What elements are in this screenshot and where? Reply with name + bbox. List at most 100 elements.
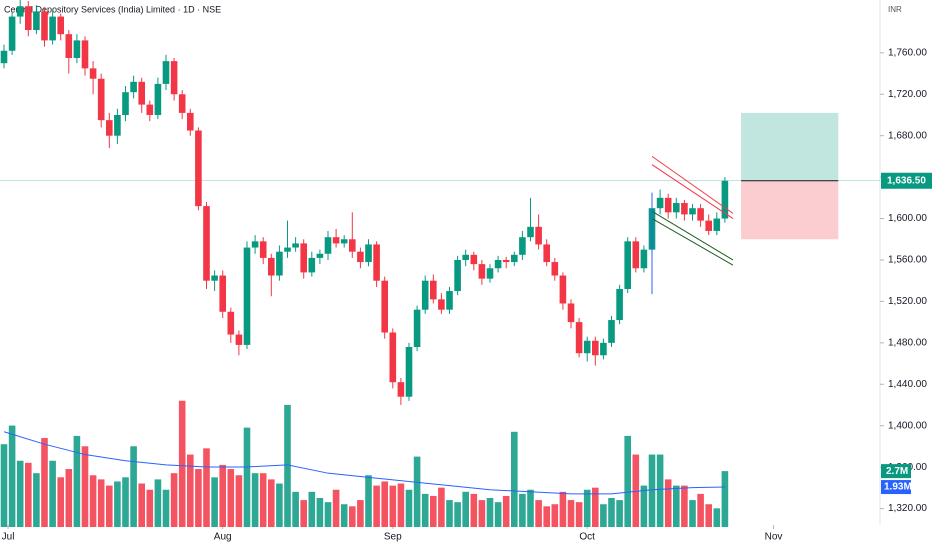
candle-body xyxy=(446,291,453,310)
volume-ma-label: 1.93M xyxy=(884,482,912,493)
x-tick-label: Aug xyxy=(214,532,232,543)
volume-bar xyxy=(203,448,210,527)
chart-title: Central Depository Services (India) Limi… xyxy=(4,4,221,14)
volume-bar xyxy=(162,489,170,527)
y-tick-label: 1,760.00 xyxy=(888,47,927,58)
x-tick-label: Sep xyxy=(384,532,402,543)
volume-bar xyxy=(640,485,648,527)
candle-body xyxy=(235,334,243,345)
candle-body xyxy=(405,346,413,397)
candle-body xyxy=(49,16,56,41)
volume-bar xyxy=(430,495,437,527)
candle-body xyxy=(130,81,137,93)
volume-bar xyxy=(211,477,218,527)
volume-bar xyxy=(178,400,186,527)
volume-bar xyxy=(138,483,145,527)
last-price-badge xyxy=(881,172,932,189)
volume-bar xyxy=(122,477,129,527)
volume-bar xyxy=(349,506,356,527)
candle-body xyxy=(106,120,113,136)
candle-body xyxy=(551,262,559,276)
candle-body xyxy=(276,251,283,276)
x-tick-label: Oct xyxy=(579,532,595,543)
candle-body xyxy=(57,16,64,35)
candle-body xyxy=(413,309,421,347)
candle-body xyxy=(713,218,721,231)
candle-body xyxy=(0,50,8,64)
candle-body xyxy=(154,83,162,115)
volume-bar xyxy=(559,491,567,527)
candle-body xyxy=(673,203,680,213)
y-tick-label: 1,560.00 xyxy=(888,255,927,266)
volume-bar xyxy=(65,469,73,527)
volume-bar xyxy=(470,493,478,527)
candle-body xyxy=(300,243,307,273)
volume-bar xyxy=(446,500,453,527)
candle-body xyxy=(616,288,623,321)
candle-body xyxy=(478,264,486,279)
volume-bar xyxy=(527,489,534,527)
candle-body xyxy=(559,275,567,304)
candle-body xyxy=(527,226,534,238)
candle-body xyxy=(195,130,202,207)
candle-body xyxy=(656,197,664,209)
volume-bar xyxy=(664,479,672,527)
y-tick-label: 1,520.00 xyxy=(888,296,927,307)
volume-bar xyxy=(689,500,696,527)
volume-bar xyxy=(567,500,575,527)
candle-body xyxy=(486,268,494,279)
candle-body xyxy=(438,299,445,310)
volume-bar xyxy=(49,460,56,527)
candle-body xyxy=(519,237,526,255)
candle-body xyxy=(421,280,429,310)
candle-body xyxy=(203,206,210,281)
candle-body xyxy=(243,247,251,345)
trend-line xyxy=(651,155,734,214)
volume-bar xyxy=(324,502,332,527)
candle-body xyxy=(543,244,550,263)
candle-body xyxy=(567,303,575,323)
candle-body xyxy=(357,251,364,263)
volume-bar xyxy=(219,464,226,527)
candle-body xyxy=(462,254,469,260)
volume-bar xyxy=(397,483,405,527)
y-tick-label: 1,400.00 xyxy=(888,420,927,431)
volume-bar xyxy=(300,500,307,527)
volume-bar xyxy=(332,489,340,527)
volume-bar xyxy=(251,473,259,527)
candle-body xyxy=(340,239,348,244)
volume-bar xyxy=(592,487,599,527)
volume-bar xyxy=(340,504,348,527)
candle-body xyxy=(502,259,510,263)
volume-bar xyxy=(195,469,202,527)
volume-bar xyxy=(33,473,40,527)
volume-bar xyxy=(389,485,397,527)
candle-body xyxy=(162,61,170,84)
volume-bar xyxy=(608,498,615,527)
volume-bar xyxy=(551,504,559,527)
y-tick-label: 1,600.00 xyxy=(888,213,927,224)
candle-body xyxy=(373,244,380,281)
volume-bar xyxy=(543,506,550,527)
stop-zone xyxy=(741,180,839,240)
candle-body xyxy=(178,94,186,113)
volume-bar xyxy=(57,477,64,527)
volume-bar xyxy=(616,500,623,527)
y-tick-label: 1,680.00 xyxy=(888,130,927,141)
volume-bar xyxy=(373,485,380,527)
candle-body xyxy=(259,241,267,258)
candle-body xyxy=(41,11,48,41)
volume-bar xyxy=(130,446,137,527)
candle-body xyxy=(25,6,32,31)
candle-body xyxy=(511,254,518,263)
volume-badge xyxy=(881,464,911,479)
volume-bar xyxy=(713,508,721,527)
volume-bar xyxy=(41,437,48,527)
x-tick-label: Jul xyxy=(2,532,15,543)
candle-body xyxy=(251,241,259,248)
candle-body xyxy=(583,340,591,354)
volume-bar xyxy=(365,475,372,527)
volume-ma-line xyxy=(3,431,725,495)
candle-body xyxy=(308,257,316,273)
target-zone xyxy=(741,112,839,181)
